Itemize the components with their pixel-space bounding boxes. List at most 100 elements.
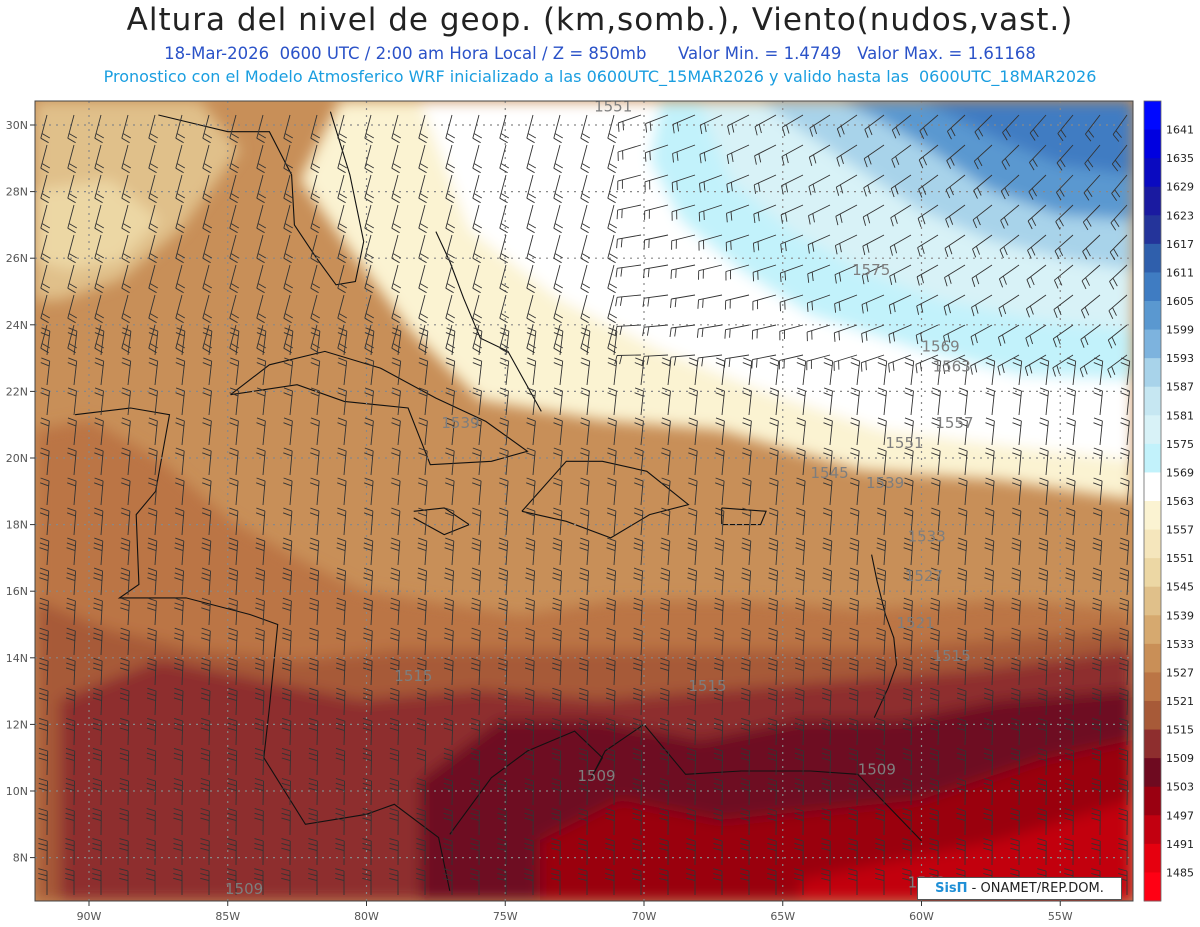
wind-barb (875, 657, 886, 686)
wind-barb (389, 747, 400, 776)
wind-barb (283, 204, 294, 234)
wind-barb (997, 354, 1020, 376)
wind-barb (1109, 264, 1128, 290)
wind-barb (445, 144, 456, 174)
wind-barb (148, 204, 159, 234)
wind-barb (740, 808, 750, 836)
wind-barb (418, 174, 429, 204)
wind-barb (578, 808, 588, 836)
wind-barb (578, 778, 588, 806)
wind-barb (389, 838, 399, 866)
wind-barb (998, 294, 1020, 317)
wind-barb (67, 294, 78, 324)
wind-barb (617, 114, 642, 132)
wind-barb (1064, 808, 1074, 836)
wind-barb (443, 808, 453, 836)
wind-barb (891, 114, 912, 139)
wind-barb (956, 657, 967, 686)
wind-barb (944, 234, 966, 257)
wind-barb (1011, 597, 1021, 626)
wind-barb (121, 327, 132, 356)
colorbar-label: 1563 (1166, 495, 1194, 508)
wind-barb (119, 868, 129, 895)
latitude-label: 28N (6, 186, 28, 199)
colorbar-label: 1641 (1166, 124, 1194, 137)
wind-barb (754, 144, 777, 165)
wind-barb (391, 204, 402, 234)
wind-barb (688, 387, 698, 416)
wind-barb (418, 204, 429, 234)
wind-barb (848, 687, 859, 716)
wind-barb (524, 747, 535, 776)
wind-barb (310, 234, 321, 264)
wind-barb (67, 234, 78, 264)
wind-barb (607, 327, 618, 356)
wind-barb (806, 294, 831, 312)
wind-barb (985, 477, 995, 506)
wind-barb (915, 354, 939, 374)
wind-barb (958, 387, 968, 416)
wind-barb (283, 264, 294, 294)
wind-barb (445, 357, 456, 386)
wind-barb (715, 357, 726, 386)
wind-barb (525, 627, 535, 656)
wind-barb (200, 868, 210, 895)
wind-barb (229, 174, 240, 204)
wind-barb (769, 447, 779, 476)
wind-barb (418, 234, 429, 264)
wind-barb (202, 417, 212, 446)
wind-barb (645, 114, 669, 133)
wind-barb (175, 417, 185, 446)
wind-barb (724, 294, 750, 310)
wind-barb (632, 747, 643, 776)
wind-barb (1065, 597, 1075, 626)
wind-barb (659, 838, 669, 866)
wind-barb (780, 234, 804, 253)
wind-barb (670, 294, 696, 308)
wind-barb (553, 477, 563, 506)
wind-barb (335, 868, 345, 895)
wind-barb (256, 264, 267, 294)
wind-barb (606, 507, 617, 536)
map-axes: 30N 28N 26N 24N 22N 20N 18N 16N 14N 12N 10N 8N 90W 85… (6, 119, 1073, 923)
wind-barb (308, 717, 319, 746)
wind-barb (229, 327, 240, 356)
wind-barb (119, 838, 129, 866)
wind-barb (228, 627, 238, 656)
wind-barb (553, 144, 564, 174)
wind-barb (634, 417, 644, 446)
colorbar-label: 1551 (1166, 552, 1194, 565)
wind-barb (1002, 114, 1020, 141)
wind-barb (254, 778, 264, 806)
wind-barb (1010, 838, 1020, 866)
wind-barb (309, 507, 320, 536)
wind-barb (1119, 567, 1130, 596)
wind-barb (94, 477, 104, 506)
wind-barb (768, 627, 778, 656)
wind-barb (335, 657, 346, 686)
wind-barb (876, 597, 886, 626)
contour-label: 1527 (905, 567, 943, 585)
wind-barb (175, 387, 185, 416)
wind-barb (945, 174, 966, 199)
wind-barb (929, 808, 939, 836)
wind-barb (120, 567, 131, 596)
wind-barb (930, 627, 940, 656)
wind-barb (310, 294, 321, 324)
latitude-label: 16N (6, 585, 28, 598)
colorbar-label: 1569 (1166, 466, 1194, 479)
wind-barb (742, 477, 752, 506)
wind-barb (472, 114, 483, 144)
wind-barb (173, 657, 184, 686)
wind-barb (822, 627, 832, 656)
wind-barb (228, 507, 239, 536)
wind-barb (983, 808, 993, 836)
wind-barb (1120, 477, 1130, 506)
wind-barb (632, 808, 642, 836)
wind-barb (471, 597, 481, 626)
wind-barb (1010, 687, 1021, 716)
wind-barb (580, 144, 591, 174)
wind-barb (848, 808, 858, 836)
wind-barb (634, 387, 644, 416)
wind-barb (903, 567, 914, 596)
